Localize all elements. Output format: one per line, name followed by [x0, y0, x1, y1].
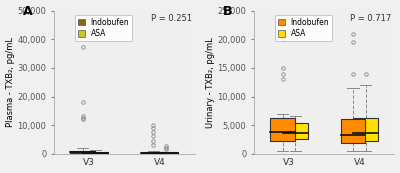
Text: P = 0.251: P = 0.251 [151, 14, 192, 23]
Bar [353, 118, 378, 141]
Bar [270, 118, 295, 141]
Bar [341, 119, 365, 143]
Bar [283, 123, 308, 139]
Bar [83, 152, 108, 153]
Bar [141, 152, 165, 153]
Bar [154, 152, 178, 153]
Text: A: A [23, 5, 33, 18]
Legend: Indobufen, ASA: Indobufen, ASA [274, 15, 332, 41]
Text: B: B [223, 5, 232, 18]
Legend: Indobufen, ASA: Indobufen, ASA [75, 15, 132, 41]
Y-axis label: Urinary - TXB₂, pg/mL: Urinary - TXB₂, pg/mL [206, 37, 215, 128]
Text: P = 0.717: P = 0.717 [350, 14, 392, 23]
Y-axis label: Plasma - TXB₂, pg/mL: Plasma - TXB₂, pg/mL [6, 37, 14, 127]
Bar [70, 151, 95, 153]
